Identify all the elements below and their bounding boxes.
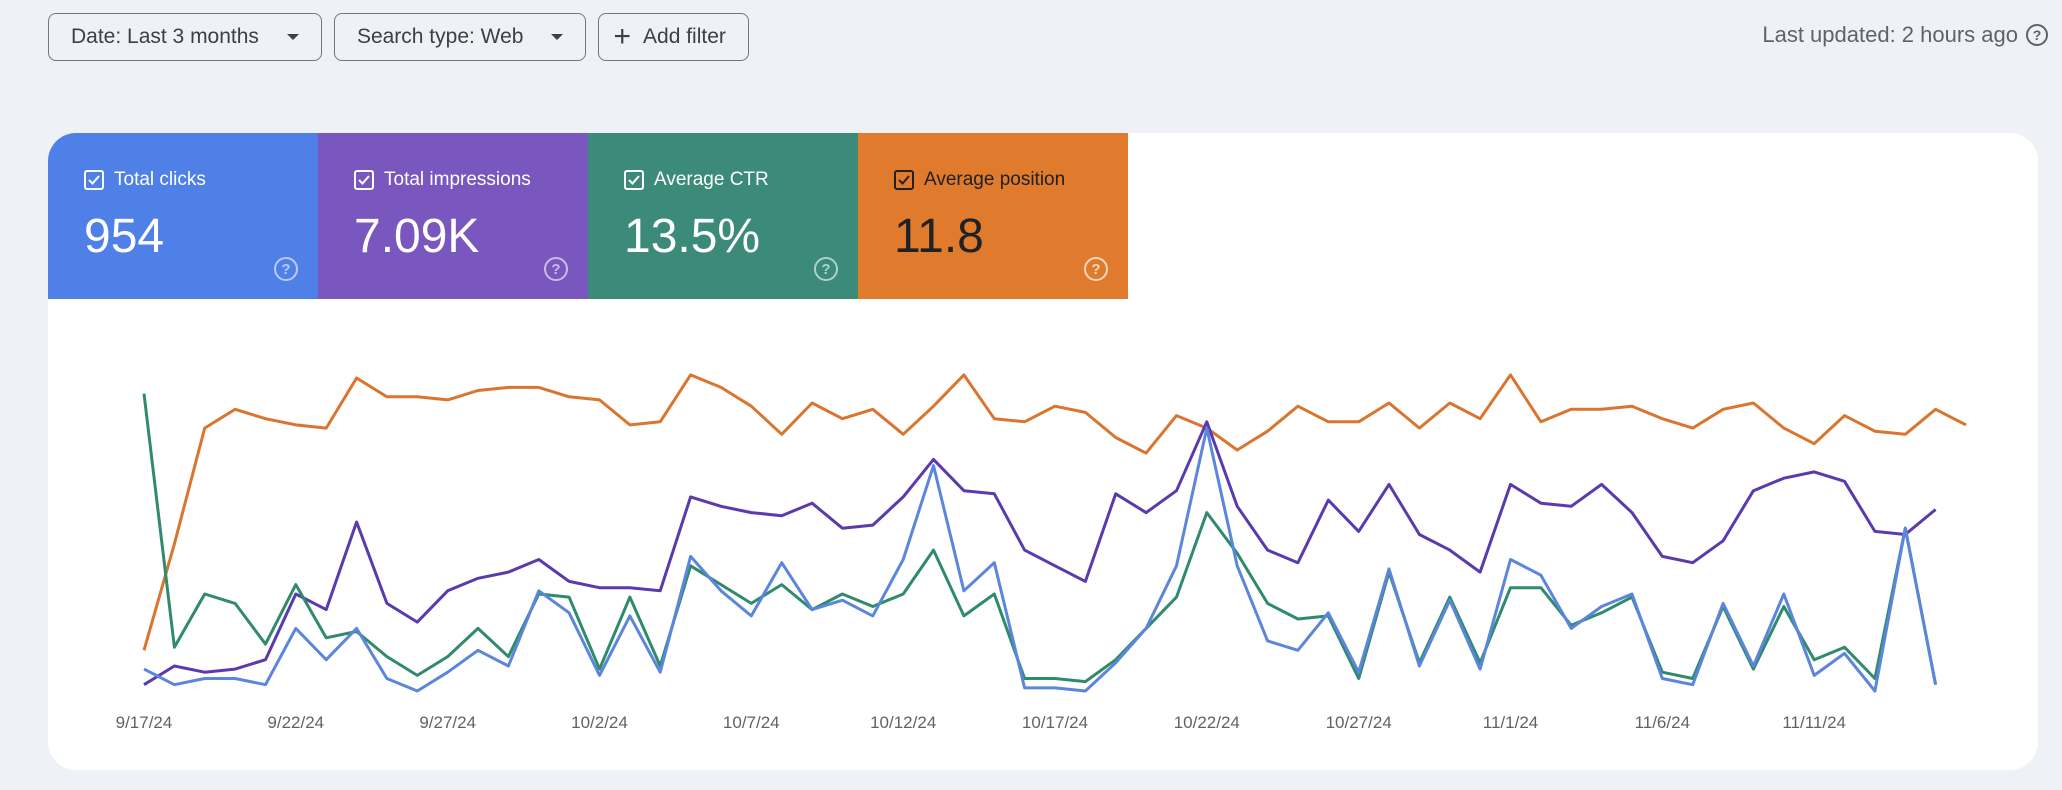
date-filter-label: Date: Last 3 months <box>71 25 259 48</box>
performance-card: 9/17/24 9/22/24 9/27/24 10/2/24 10/7/24 10/12… <box>48 133 2038 770</box>
help-icon[interactable]: ? <box>2026 24 2048 46</box>
plus-icon: + <box>613 20 632 53</box>
checkbox-checked-icon[interactable] <box>894 170 914 190</box>
series-line-clicks <box>143 426 1938 693</box>
series-line-position <box>142 373 1967 651</box>
x-tick-label: 10/27/24 <box>1326 713 1392 732</box>
metric-average-ctr[interactable]: Average CTR 13.5% ? <box>588 133 858 299</box>
metric-average-position[interactable]: Average position 11.8 ? <box>858 133 1128 299</box>
search-type-filter-label: Search type: Web <box>356 25 524 48</box>
help-icon[interactable]: ? <box>814 257 838 281</box>
checkbox-checked-icon[interactable] <box>624 170 644 190</box>
x-tick-label: 9/22/24 <box>267 713 324 732</box>
series-line-ctr <box>142 393 1938 685</box>
x-tick-label: 9/17/24 <box>116 713 173 732</box>
metric-label: Total clicks <box>114 169 206 190</box>
x-tick-label: 9/27/24 <box>419 713 476 732</box>
x-tick-label: 11/6/24 <box>1635 713 1690 732</box>
add-filter-button[interactable]: + Add filter <box>598 13 749 61</box>
performance-chart: 9/17/24 9/22/24 9/27/24 10/2/24 10/7/24 10/12… <box>116 373 1967 732</box>
x-tick-label: 10/7/24 <box>723 713 780 732</box>
metric-label: Average position <box>924 169 1066 190</box>
checkbox-checked-icon[interactable] <box>354 170 374 190</box>
x-tick-label: 10/2/24 <box>571 713 628 732</box>
chevron-down-icon <box>551 34 564 40</box>
metric-value: 11.8 <box>894 210 984 263</box>
metric-value: 13.5% <box>624 210 761 263</box>
metric-tabs: Total clicks 954 ? Total impressions 7.0… <box>48 133 1128 299</box>
help-icon[interactable]: ? <box>1084 257 1108 281</box>
checkbox-checked-icon[interactable] <box>84 170 104 190</box>
add-filter-label: Add filter <box>643 25 726 48</box>
x-tick-label: 11/11/24 <box>1782 713 1846 732</box>
metric-label: Average CTR <box>654 169 769 190</box>
x-tick-label: 11/1/24 <box>1483 713 1538 732</box>
metric-label: Total impressions <box>384 169 531 190</box>
filter-toolbar: Date: Last 3 months Search type: Web + A… <box>48 13 749 61</box>
x-tick-label: 10/17/24 <box>1022 713 1088 732</box>
last-updated: Last updated: 2 hours ago ? <box>1762 22 2048 48</box>
x-tick-label: 10/22/24 <box>1174 713 1240 732</box>
metric-value: 7.09K <box>354 210 480 263</box>
last-updated-text: Last updated: 2 hours ago <box>1762 22 2018 47</box>
help-icon[interactable]: ? <box>274 257 298 281</box>
series-line-impressions <box>143 420 1937 686</box>
chevron-down-icon <box>286 34 299 40</box>
metric-total-impressions[interactable]: Total impressions 7.09K ? <box>318 133 588 299</box>
help-icon[interactable]: ? <box>544 257 568 281</box>
date-filter-button[interactable]: Date: Last 3 months <box>48 13 322 61</box>
metric-total-clicks[interactable]: Total clicks 954 ? <box>48 133 318 299</box>
x-tick-label: 10/12/24 <box>870 713 936 732</box>
metric-value: 954 <box>84 210 165 263</box>
search-type-filter-button[interactable]: Search type: Web <box>333 13 587 61</box>
